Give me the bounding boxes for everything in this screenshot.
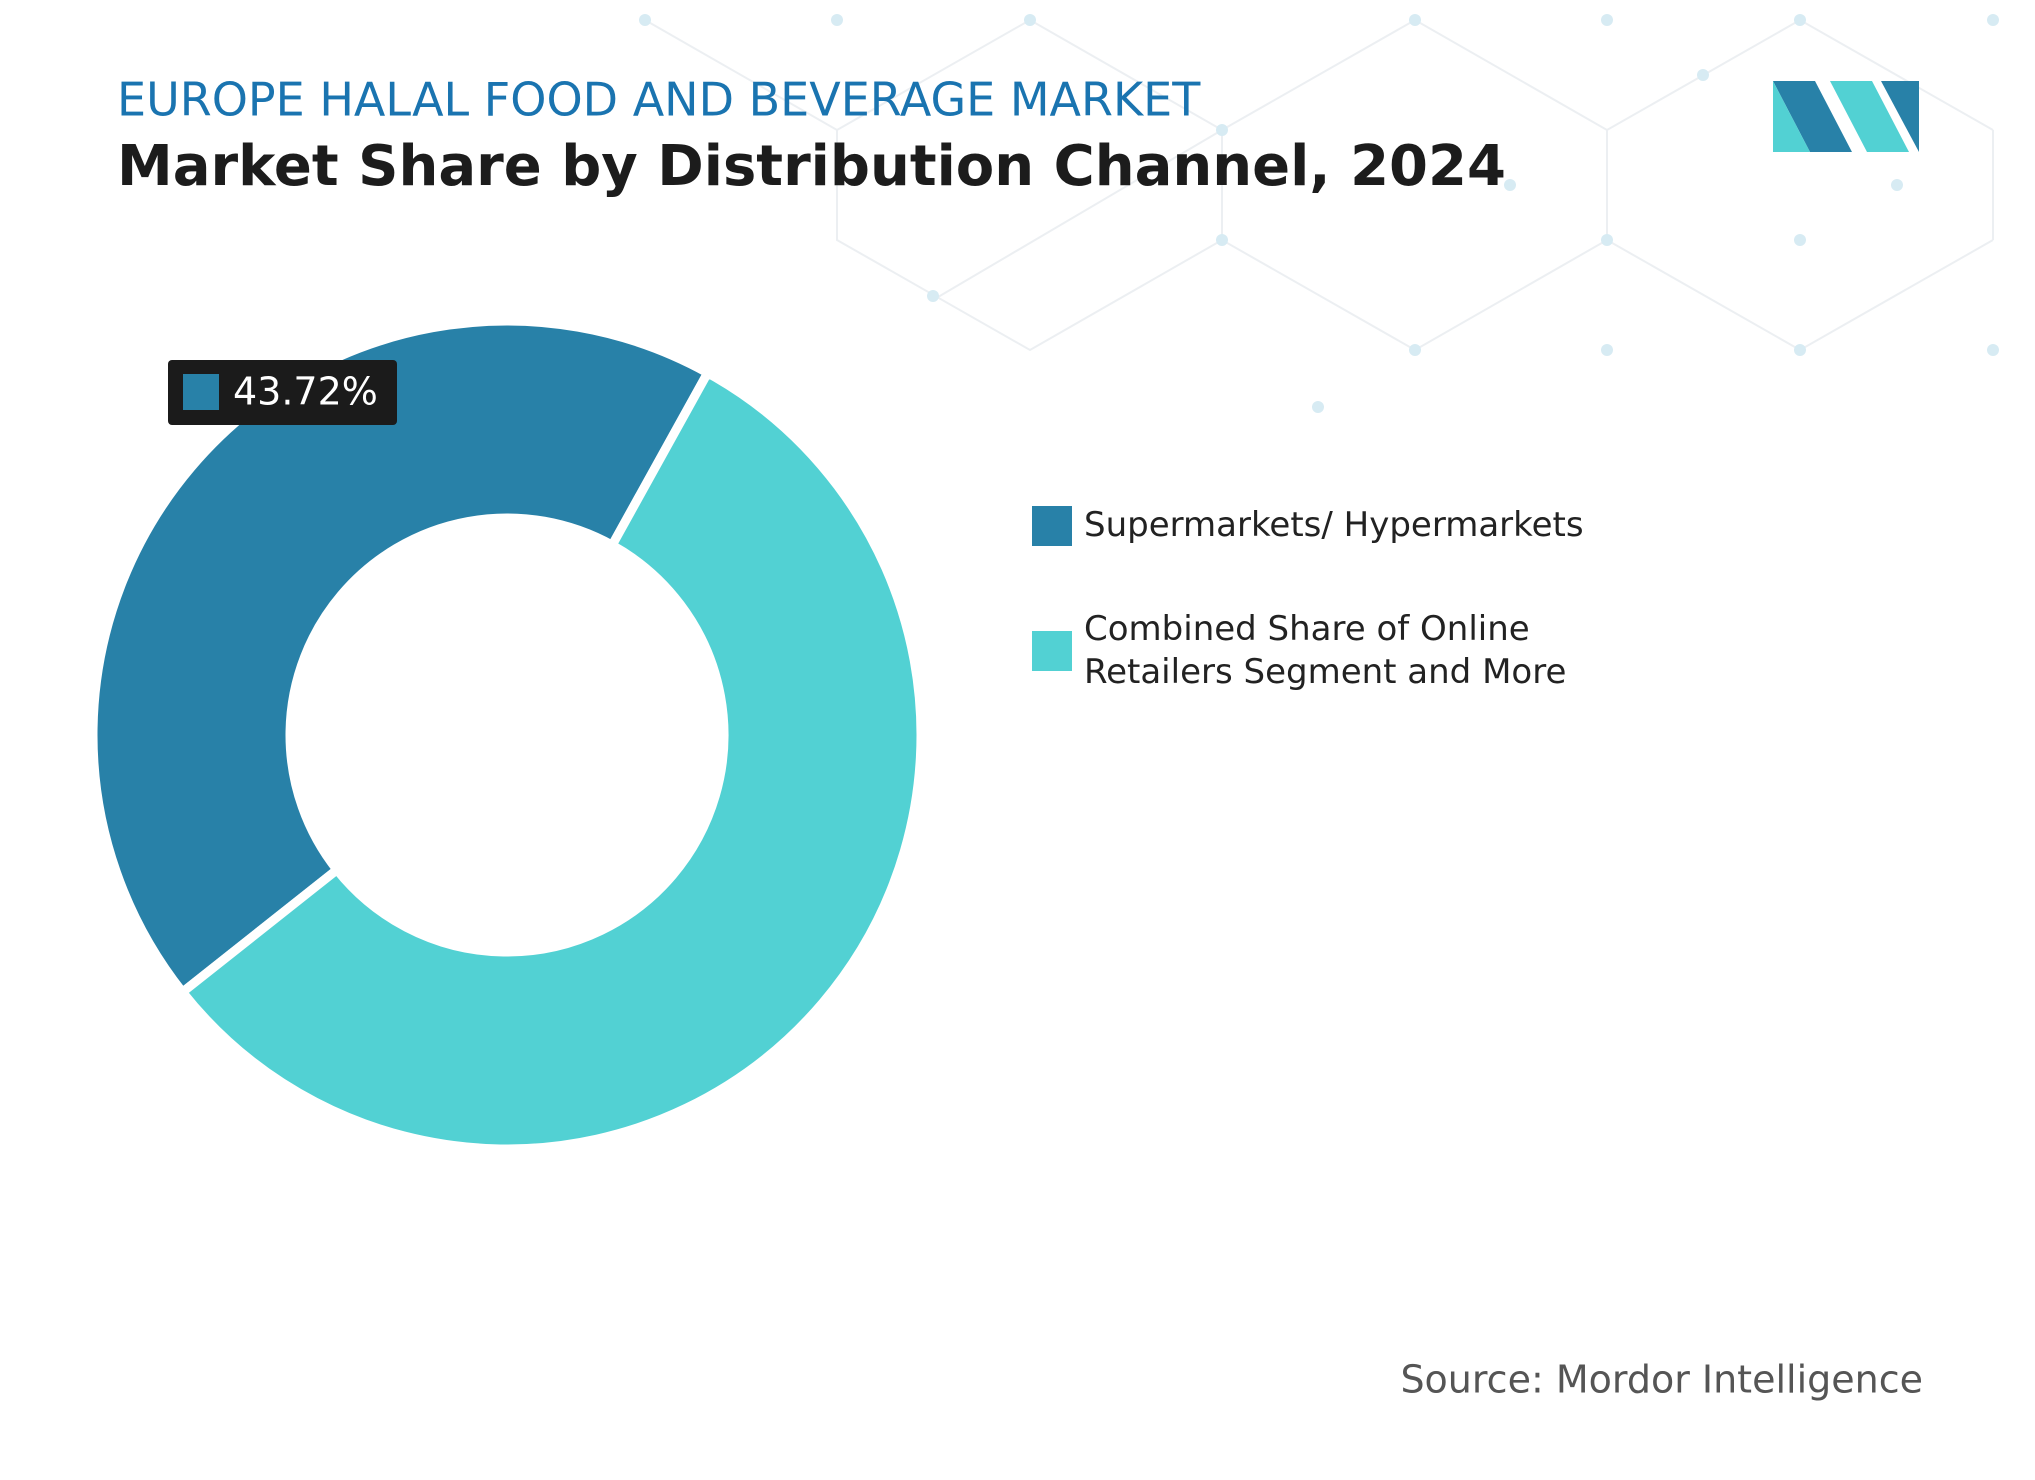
legend-label: Combined Share of Online Retailers Segme… — [1084, 609, 1567, 692]
legend-label: Supermarkets/ Hypermarkets — [1084, 505, 1584, 545]
background-dots — [639, 14, 1999, 413]
source: Source: Mordor Intelligence — [1400, 1358, 1923, 1402]
legend-swatch — [1032, 631, 1072, 671]
background-pattern — [644, 18, 1994, 352]
donut-segment — [88, 316, 714, 999]
label-box — [168, 360, 397, 425]
data-label: 43.72% — [233, 370, 378, 414]
logo — [1773, 81, 1919, 152]
legend-swatch — [1032, 505, 1072, 546]
donut — [88, 316, 926, 1154]
label-swatch — [183, 374, 219, 410]
chart-title: Market Share by Distribution Channel, 20… — [117, 134, 1506, 199]
legend-item: Supermarkets/ Hypermarkets — [1032, 504, 1644, 547]
legend-item: Combined Share of Online Retailers Segme… — [1032, 608, 1644, 694]
chart-subtitle: EUROPE HALAL FOOD AND BEVERAGE MARKET — [117, 73, 1201, 127]
donut-segment — [176, 366, 926, 1154]
